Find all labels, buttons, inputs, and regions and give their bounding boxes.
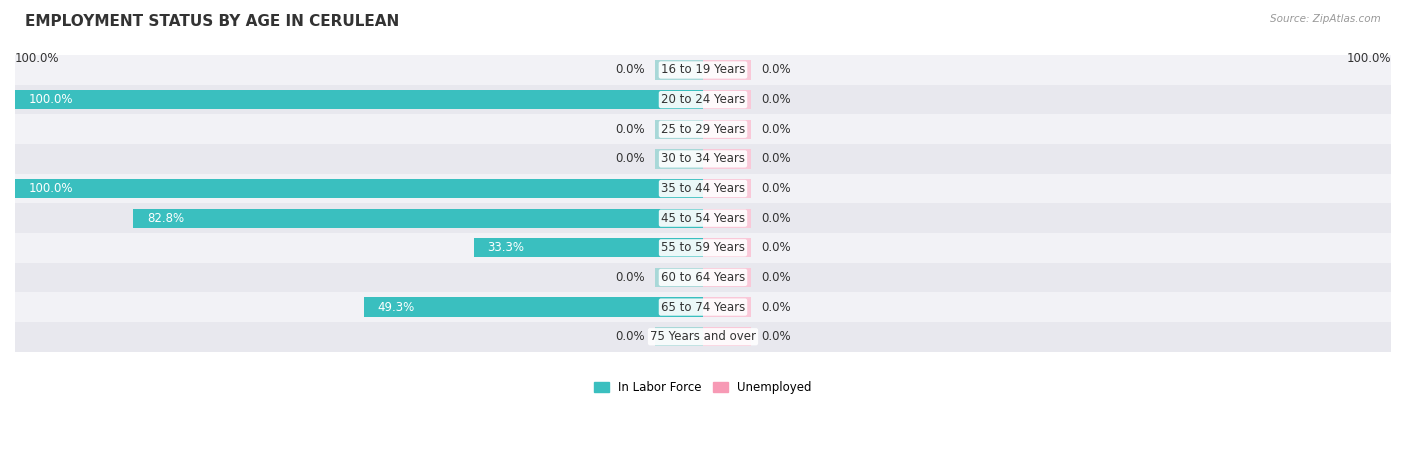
Text: 30 to 34 Years: 30 to 34 Years (661, 153, 745, 166)
Text: 75 Years and over: 75 Years and over (650, 330, 756, 343)
Bar (15, 233, 1391, 263)
Bar (15, 85, 1391, 114)
Bar (134, 208, 703, 228)
Bar (655, 60, 703, 80)
Bar (703, 120, 751, 139)
Text: 0.0%: 0.0% (762, 153, 792, 166)
Text: 35 to 44 Years: 35 to 44 Years (661, 182, 745, 195)
Bar (15, 55, 1391, 85)
Bar (655, 327, 703, 346)
Text: 0.0%: 0.0% (614, 63, 644, 76)
Text: 0.0%: 0.0% (614, 330, 644, 343)
Text: 49.3%: 49.3% (378, 301, 415, 314)
Text: 0.0%: 0.0% (762, 241, 792, 254)
Bar (15, 90, 703, 109)
Bar (15, 179, 703, 198)
Bar (703, 297, 751, 317)
Text: 0.0%: 0.0% (762, 63, 792, 76)
Text: 55 to 59 Years: 55 to 59 Years (661, 241, 745, 254)
Text: 20 to 24 Years: 20 to 24 Years (661, 93, 745, 106)
Text: 0.0%: 0.0% (762, 271, 792, 284)
Text: 0.0%: 0.0% (762, 301, 792, 314)
Legend: In Labor Force, Unemployed: In Labor Force, Unemployed (589, 377, 817, 399)
Text: 100.0%: 100.0% (28, 93, 73, 106)
Bar (655, 149, 703, 168)
Bar (15, 174, 1391, 203)
Bar (15, 263, 1391, 292)
Text: 0.0%: 0.0% (762, 212, 792, 225)
Bar (15, 203, 1391, 233)
Text: EMPLOYMENT STATUS BY AGE IN CERULEAN: EMPLOYMENT STATUS BY AGE IN CERULEAN (25, 14, 399, 28)
Text: Source: ZipAtlas.com: Source: ZipAtlas.com (1270, 14, 1381, 23)
Bar (703, 60, 751, 80)
Text: 60 to 64 Years: 60 to 64 Years (661, 271, 745, 284)
Bar (15, 114, 1391, 144)
Bar (15, 144, 1391, 174)
Text: 25 to 29 Years: 25 to 29 Years (661, 123, 745, 136)
Text: 100.0%: 100.0% (1347, 52, 1391, 65)
Bar (703, 238, 751, 257)
Text: 16 to 19 Years: 16 to 19 Years (661, 63, 745, 76)
Bar (15, 292, 1391, 322)
Text: 33.3%: 33.3% (488, 241, 524, 254)
Bar (655, 268, 703, 287)
Text: 100.0%: 100.0% (28, 182, 73, 195)
Bar (703, 179, 751, 198)
Bar (703, 327, 751, 346)
Bar (364, 297, 703, 317)
Text: 0.0%: 0.0% (614, 123, 644, 136)
Text: 82.8%: 82.8% (148, 212, 184, 225)
Text: 0.0%: 0.0% (762, 93, 792, 106)
Bar (703, 208, 751, 228)
Text: 100.0%: 100.0% (15, 52, 59, 65)
Bar (474, 238, 703, 257)
Bar (703, 90, 751, 109)
Text: 0.0%: 0.0% (614, 153, 644, 166)
Bar (703, 268, 751, 287)
Text: 65 to 74 Years: 65 to 74 Years (661, 301, 745, 314)
Bar (703, 149, 751, 168)
Text: 45 to 54 Years: 45 to 54 Years (661, 212, 745, 225)
Bar (655, 120, 703, 139)
Text: 0.0%: 0.0% (762, 182, 792, 195)
Text: 0.0%: 0.0% (614, 271, 644, 284)
Text: 0.0%: 0.0% (762, 123, 792, 136)
Text: 0.0%: 0.0% (762, 330, 792, 343)
Bar (15, 322, 1391, 351)
